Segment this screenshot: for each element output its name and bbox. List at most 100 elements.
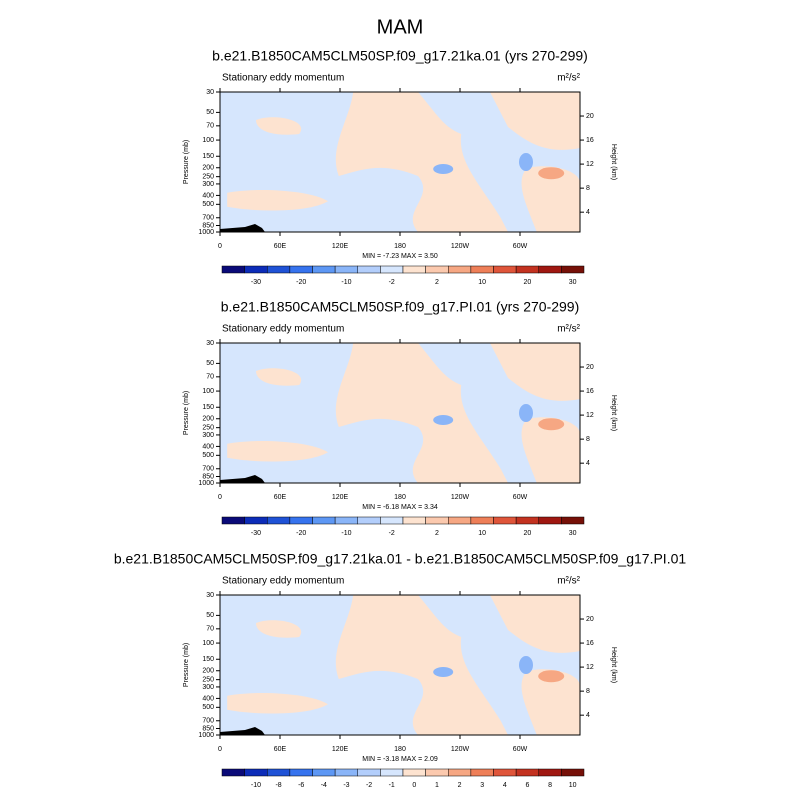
x-tick-label: 120W (451, 243, 470, 250)
colorbar-label: -10 (341, 279, 351, 286)
colorbar-label: 0 (412, 782, 416, 789)
contour-region (256, 368, 302, 386)
y2-tick-label: 16 (586, 137, 594, 144)
colorbar-box (425, 265, 449, 274)
stats: MIN = -7.23 MAX = 3.50 (362, 253, 438, 260)
y-tick-label: 500 (202, 201, 214, 208)
colorbar-label: -20 (296, 279, 306, 286)
colorbar-label: -10 (251, 782, 261, 789)
colorbar-box (289, 768, 313, 777)
colorbar-box (221, 768, 245, 777)
colorbar-label: 10 (478, 279, 486, 286)
colorbar-label: -20 (296, 530, 306, 537)
y2-tick-label: 12 (586, 664, 594, 671)
contour-region (538, 418, 565, 431)
y-tick-label: 150 (202, 153, 214, 160)
y-tick-label: 300 (202, 181, 214, 188)
y-tick-label: 100 (202, 640, 214, 647)
y-tick-label: 70 (206, 374, 214, 381)
y-tick-label: 250 (202, 676, 214, 683)
y-tick-label: 100 (202, 137, 214, 144)
panel-subtitle: Stationary eddy momentum (222, 324, 344, 335)
y-axis-label: Pressure (mb) (183, 391, 190, 435)
colorbar-box (267, 768, 291, 777)
colorbar-box (244, 265, 268, 274)
contour-region (227, 693, 328, 714)
x-tick-label: 60W (513, 243, 528, 250)
colorbar-label: -30 (251, 530, 261, 537)
y2-tick-label: 16 (586, 388, 594, 395)
y-tick-label: 700 (202, 718, 214, 725)
contour-region (490, 595, 580, 653)
x-tick-label: 0 (218, 746, 222, 753)
colorbar-box (448, 265, 472, 274)
colorbar-label: -6 (298, 782, 304, 789)
colorbar-box (515, 768, 539, 777)
y2-tick-label: 4 (586, 460, 590, 467)
colorbar-box (493, 768, 517, 777)
y2-axis-label: Height (km) (610, 144, 617, 180)
colorbar-label: 20 (524, 530, 532, 537)
colorbar-box (538, 265, 562, 274)
y-tick-label: 700 (202, 466, 214, 473)
y-tick-label: 50 (206, 612, 214, 619)
contour-region (538, 670, 565, 683)
colorbar-box (289, 265, 313, 274)
colorbar-box (425, 768, 449, 777)
colorbar-box (448, 516, 472, 525)
units: m²/s² (557, 324, 580, 335)
units: m²/s² (557, 576, 580, 587)
colorbar-box (334, 516, 358, 525)
colorbar-box (380, 768, 404, 777)
colorbar-box (561, 516, 585, 525)
y-tick-label: 1000 (198, 229, 214, 236)
y-tick-label: 150 (202, 656, 214, 663)
panel-title: b.e21.B1850CAM5CLM50SP.f09_g17.21ka.01 (… (212, 48, 588, 64)
colorbar-label: 10 (569, 782, 577, 789)
y2-tick-label: 20 (586, 364, 594, 371)
y-tick-label: 200 (202, 165, 214, 172)
contour-region (256, 620, 302, 638)
contour-region (227, 441, 328, 462)
contour-region (521, 166, 580, 232)
colorbar-label: -10 (341, 530, 351, 537)
contour-region (335, 92, 508, 232)
y-tick-label: 500 (202, 452, 214, 459)
y-tick-label: 30 (206, 592, 214, 599)
y2-tick-label: 4 (586, 209, 590, 216)
colorbar-box (425, 516, 449, 525)
colorbar-box (470, 768, 494, 777)
colorbar-box (221, 265, 245, 274)
x-tick-label: 180 (394, 746, 406, 753)
x-tick-label: 60W (513, 494, 528, 501)
topography (220, 727, 265, 735)
contour-region (227, 190, 328, 211)
colorbar-box (312, 265, 336, 274)
contour-region (519, 404, 533, 422)
colorbar-label: 8 (548, 782, 552, 789)
y-tick-label: 1000 (198, 732, 214, 739)
x-tick-label: 120W (451, 746, 470, 753)
y-tick-label: 850 (202, 473, 214, 480)
y-tick-label: 250 (202, 173, 214, 180)
contour-region (519, 153, 533, 171)
y-tick-label: 400 (202, 695, 214, 702)
x-tick-label: 120E (332, 494, 349, 501)
colorbar-label: -4 (321, 782, 327, 789)
colorbar-box (402, 768, 426, 777)
colorbar-label: -2 (366, 782, 372, 789)
y2-tick-label: 12 (586, 161, 594, 168)
colorbar-box (470, 265, 494, 274)
y-tick-label: 400 (202, 443, 214, 450)
contour-region (519, 656, 533, 674)
colorbar-box (380, 265, 404, 274)
y-tick-label: 400 (202, 192, 214, 199)
colorbar-box (312, 516, 336, 525)
colorbar-box (334, 265, 358, 274)
colorbar-box (402, 265, 426, 274)
colorbar-box (402, 516, 426, 525)
colorbar-label: -30 (251, 279, 261, 286)
y-tick-label: 150 (202, 404, 214, 411)
colorbar-box (493, 265, 517, 274)
y2-tick-label: 8 (586, 688, 590, 695)
